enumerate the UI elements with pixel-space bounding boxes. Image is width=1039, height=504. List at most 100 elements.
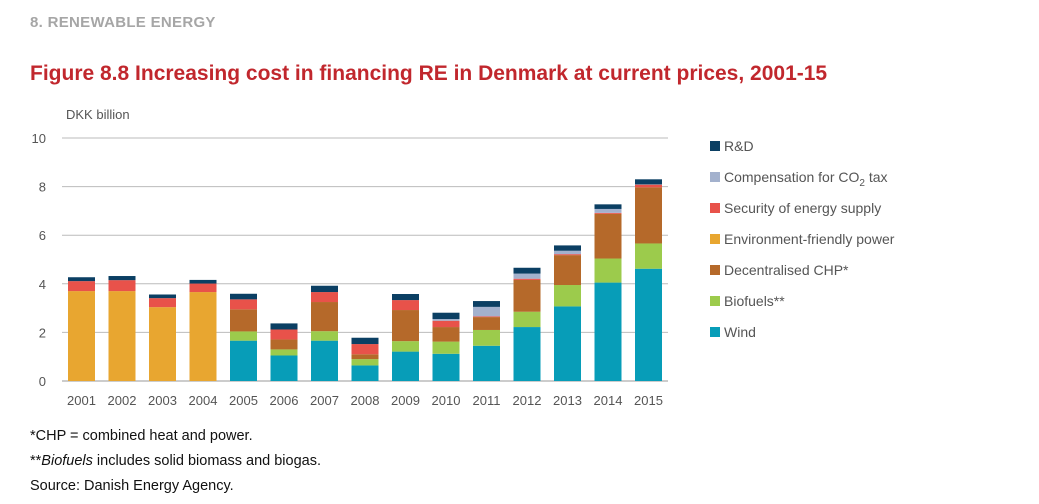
bar-segment-r-d-2007 [311, 285, 338, 293]
bar-segment-wind-2006 [270, 355, 298, 381]
y-tick-label: 6 [39, 228, 46, 243]
bar-segment-decentralised-chp-2008 [351, 354, 379, 360]
bar-segment-security-of-energy-supply-2003 [149, 298, 176, 308]
bar-segment-security-of-energy-supply-2012 [513, 278, 541, 280]
bar-segment-security-of-energy-supply-2005 [230, 299, 257, 310]
bar-segment-decentralised-chp-2009 [392, 310, 419, 342]
note-italic: Biofuels [41, 453, 93, 469]
x-tick-label: 2010 [432, 393, 461, 408]
bar-segment-biofuels-2012 [513, 311, 541, 328]
bar-segment-security-of-energy-supply-2002 [108, 280, 136, 292]
bar-segment-biofuels-2007 [311, 331, 338, 341]
y-tick-label: 2 [39, 325, 46, 340]
legend-swatch [710, 327, 720, 337]
bar-segment-security-of-energy-supply-2006 [270, 329, 298, 340]
bar-segment-environment-friendly-power-2001 [68, 291, 95, 381]
legend-label: R&D [724, 138, 754, 154]
bar-segment-r-d-2014 [594, 204, 622, 209]
legend-swatch [710, 141, 720, 151]
bar-segment-decentralised-chp-2012 [513, 279, 541, 312]
y-tick-label: 4 [39, 277, 46, 292]
bar-segment-security-of-energy-supply-2014 [594, 212, 622, 214]
bar-segment-decentralised-chp-2005 [230, 309, 257, 332]
bar-segment-r-d-2002 [108, 276, 136, 281]
x-tick-label: 2012 [513, 393, 542, 408]
bar-segment-compensation-for-co2-tax-2011 [473, 306, 500, 317]
note-source: Source: Danish Energy Agency. [30, 478, 234, 494]
legend-label: Decentralised CHP* [724, 262, 849, 278]
x-tick-label: 2002 [108, 393, 137, 408]
x-tick-label: 2009 [391, 393, 420, 408]
bar-segment-biofuels-2013 [554, 285, 581, 307]
bar-segment-decentralised-chp-2014 [594, 213, 622, 259]
note-rest: includes solid biomass and biogas. [92, 453, 321, 469]
bar-segment-biofuels-2009 [392, 341, 419, 352]
bar-segment-r-d-2004 [189, 279, 217, 284]
legend-label: Environment-friendly power [724, 231, 895, 247]
bar-segment-wind-2011 [473, 345, 500, 381]
bar-segment-wind-2014 [594, 282, 622, 381]
bar-segment-wind-2007 [311, 340, 338, 381]
bar-segment-security-of-energy-supply-2001 [68, 281, 95, 292]
x-tick-label: 2015 [634, 393, 663, 408]
x-tick-label: 2006 [270, 393, 299, 408]
bar-segment-decentralised-chp-2010 [432, 327, 460, 342]
legend-swatch [710, 234, 720, 244]
bar-segment-wind-2005 [230, 340, 257, 381]
note-chp: *CHP = combined heat and power. [30, 428, 253, 444]
x-tick-label: 2003 [148, 393, 177, 408]
legend-label: Compensation for CO2 tax [724, 169, 888, 189]
figure-title: Figure 8.8 Increasing cost in financing … [30, 62, 828, 85]
legend-label: Wind [724, 324, 756, 340]
legend-swatch [710, 265, 720, 275]
bar-segment-r-d-2009 [392, 294, 419, 301]
bar-segment-biofuels-2006 [270, 349, 298, 356]
bar-segment-biofuels-2010 [432, 341, 460, 354]
bar-segment-security-of-energy-supply-2010 [432, 320, 460, 328]
legend-label: Biofuels** [724, 293, 785, 309]
bar-segment-r-d-2005 [230, 293, 257, 300]
bar-segment-biofuels-2015 [635, 243, 662, 269]
legend-swatch [710, 203, 720, 213]
bar-segment-r-d-2013 [554, 245, 581, 251]
bar-segment-compensation-for-co2-tax-2010 [432, 319, 460, 321]
legend-swatch [710, 172, 720, 182]
x-tick-label: 2014 [594, 393, 623, 408]
bar-segment-r-d-2012 [513, 267, 541, 274]
bar-segment-compensation-for-co2-tax-2014 [594, 208, 622, 213]
bar-segment-security-of-energy-supply-2013 [554, 254, 581, 256]
bar-segment-wind-2012 [513, 327, 541, 381]
footnotes: *CHP = combined heat and power. **Biofue… [30, 424, 321, 499]
legend-label: Security of energy supply [724, 200, 881, 216]
bar-segment-biofuels-2005 [230, 331, 257, 341]
x-tick-label: 2001 [67, 393, 96, 408]
bar-segment-decentralised-chp-2007 [311, 302, 338, 332]
y-tick-label: 8 [39, 180, 46, 195]
bar-segment-security-of-energy-supply-2008 [351, 344, 379, 355]
bar-segment-decentralised-chp-2015 [635, 187, 662, 244]
section-heading: 8. RENEWABLE ENERGY [30, 14, 216, 31]
x-tick-label: 2007 [310, 393, 339, 408]
y-axis-label: DKK billion [66, 107, 130, 122]
bar-segment-r-d-2011 [473, 301, 500, 307]
x-tick-label: 2008 [351, 393, 380, 408]
bar-segment-r-d-2015 [635, 179, 662, 185]
bar-segment-wind-2009 [392, 351, 419, 381]
bar-segment-environment-friendly-power-2004 [189, 292, 217, 381]
bar-segment-biofuels-2008 [351, 359, 379, 366]
bar-segment-security-of-energy-supply-2007 [311, 292, 338, 303]
bar-segment-decentralised-chp-2006 [270, 339, 298, 350]
note-biofuels: **Biofuels includes solid biomass and bi… [30, 449, 321, 474]
bar-segment-decentralised-chp-2013 [554, 255, 581, 286]
bar-segment-r-d-2010 [432, 312, 460, 320]
x-tick-label: 2013 [553, 393, 582, 408]
legend-swatch [710, 296, 720, 306]
y-tick-label: 10 [32, 131, 46, 146]
bar-segment-security-of-energy-supply-2009 [392, 300, 419, 311]
note-prefix: ** [30, 453, 42, 469]
y-tick-label: 0 [39, 374, 46, 389]
bar-segment-biofuels-2011 [473, 329, 500, 346]
bar-segment-compensation-for-co2-tax-2012 [513, 273, 541, 279]
x-tick-label: 2005 [229, 393, 258, 408]
